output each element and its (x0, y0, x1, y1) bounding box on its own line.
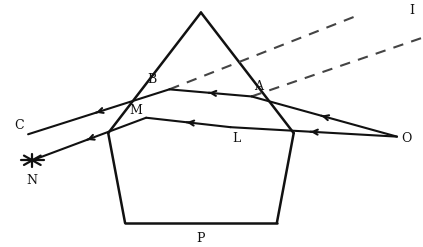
Text: B: B (148, 73, 157, 86)
Text: L: L (233, 132, 241, 145)
Text: M: M (129, 103, 142, 117)
Text: I: I (409, 4, 415, 17)
Text: N: N (27, 174, 38, 187)
Text: P: P (197, 232, 205, 245)
Text: A: A (254, 80, 263, 93)
Text: O: O (401, 132, 412, 145)
Text: C: C (14, 119, 24, 132)
